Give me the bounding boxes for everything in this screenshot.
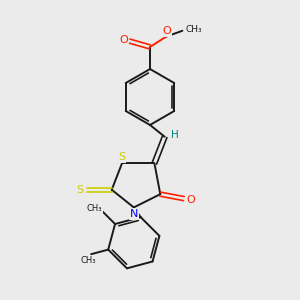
Text: CH₃: CH₃ — [87, 204, 102, 213]
Text: S: S — [118, 152, 125, 162]
Text: O: O — [120, 35, 128, 46]
Text: CH₃: CH₃ — [80, 256, 96, 265]
Text: CH₃: CH₃ — [185, 25, 202, 34]
Text: O: O — [162, 26, 171, 36]
Text: O: O — [186, 195, 195, 205]
Text: S: S — [76, 185, 83, 195]
Text: N: N — [130, 209, 139, 219]
Text: H: H — [171, 130, 179, 140]
